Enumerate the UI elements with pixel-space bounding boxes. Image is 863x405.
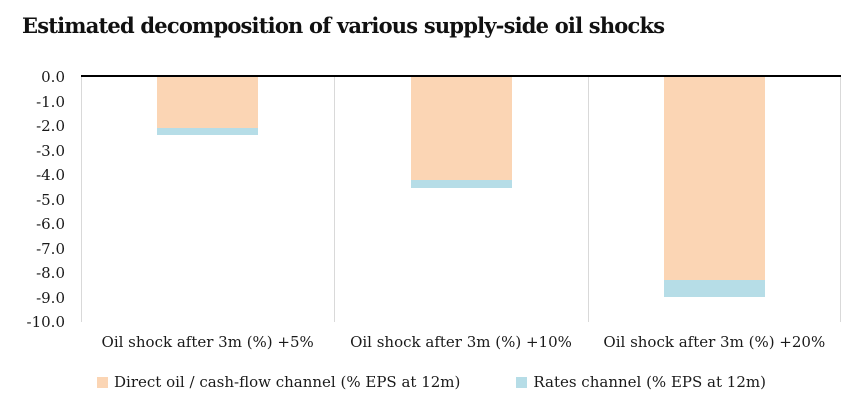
- bar-segment: [410, 77, 512, 180]
- legend-entry: Rates channel (% EPS at 12m): [516, 373, 766, 391]
- y-tick-label: -6.0: [36, 215, 65, 233]
- category-separator-line: [81, 77, 82, 322]
- y-tick-label: -10.0: [26, 313, 65, 331]
- y-tick-label: -3.0: [36, 141, 65, 160]
- y-tick-label: 0.0: [41, 68, 65, 86]
- y-tick-label: -7.0: [36, 239, 65, 258]
- y-tick-label: -5.0: [36, 190, 65, 209]
- legend-swatch-icon: [97, 376, 109, 388]
- bar-stack: [410, 77, 512, 189]
- bar-stack: [663, 77, 765, 298]
- bar-stack: [157, 77, 259, 135]
- bar-segment: [663, 77, 765, 281]
- legend-label: Rates channel (% EPS at 12m): [533, 373, 766, 391]
- category-separator-line: [587, 77, 589, 322]
- legend-label: Direct oil / cash-flow channel (% EPS at…: [114, 373, 461, 391]
- legend: Direct oil / cash-flow channel (% EPS at…: [0, 373, 863, 391]
- chart-title: Estimated decomposition of various suppl…: [22, 13, 665, 38]
- y-tick-label: -4.0: [36, 166, 65, 184]
- y-tick-label: -1.0: [36, 92, 65, 111]
- y-tick-label: -2.0: [36, 117, 65, 135]
- y-tick-label: -8.0: [36, 264, 65, 282]
- y-axis: 0.0 -1.0 -2.0 -3.0 -4.0 -5.0 -6.0 -7.0 -8.0 -9.0 -…: [0, 69, 65, 330]
- y-tick-label: -9.0: [36, 288, 65, 307]
- bar-segment: [157, 77, 259, 129]
- x-axis-category-label: Oil shock after 3m (%) +5%: [101, 333, 314, 351]
- x-axis-category-label: Oil shock after 3m (%) +10%: [350, 333, 572, 351]
- plot-area: [81, 75, 841, 322]
- legend-entry: Direct oil / cash-flow channel (% EPS at…: [97, 373, 460, 391]
- bar-segment: [157, 128, 259, 135]
- bar-segment: [663, 280, 765, 298]
- category-separator-line: [334, 77, 336, 322]
- bar-segment: [410, 179, 512, 189]
- x-axis-labels: Oil shock after 3m (%) +5% Oil shock afte…: [81, 333, 841, 351]
- x-axis-category-label: Oil shock after 3m (%) +20%: [603, 333, 826, 351]
- legend-swatch-icon: [516, 376, 528, 388]
- category-separator-line: [840, 77, 841, 322]
